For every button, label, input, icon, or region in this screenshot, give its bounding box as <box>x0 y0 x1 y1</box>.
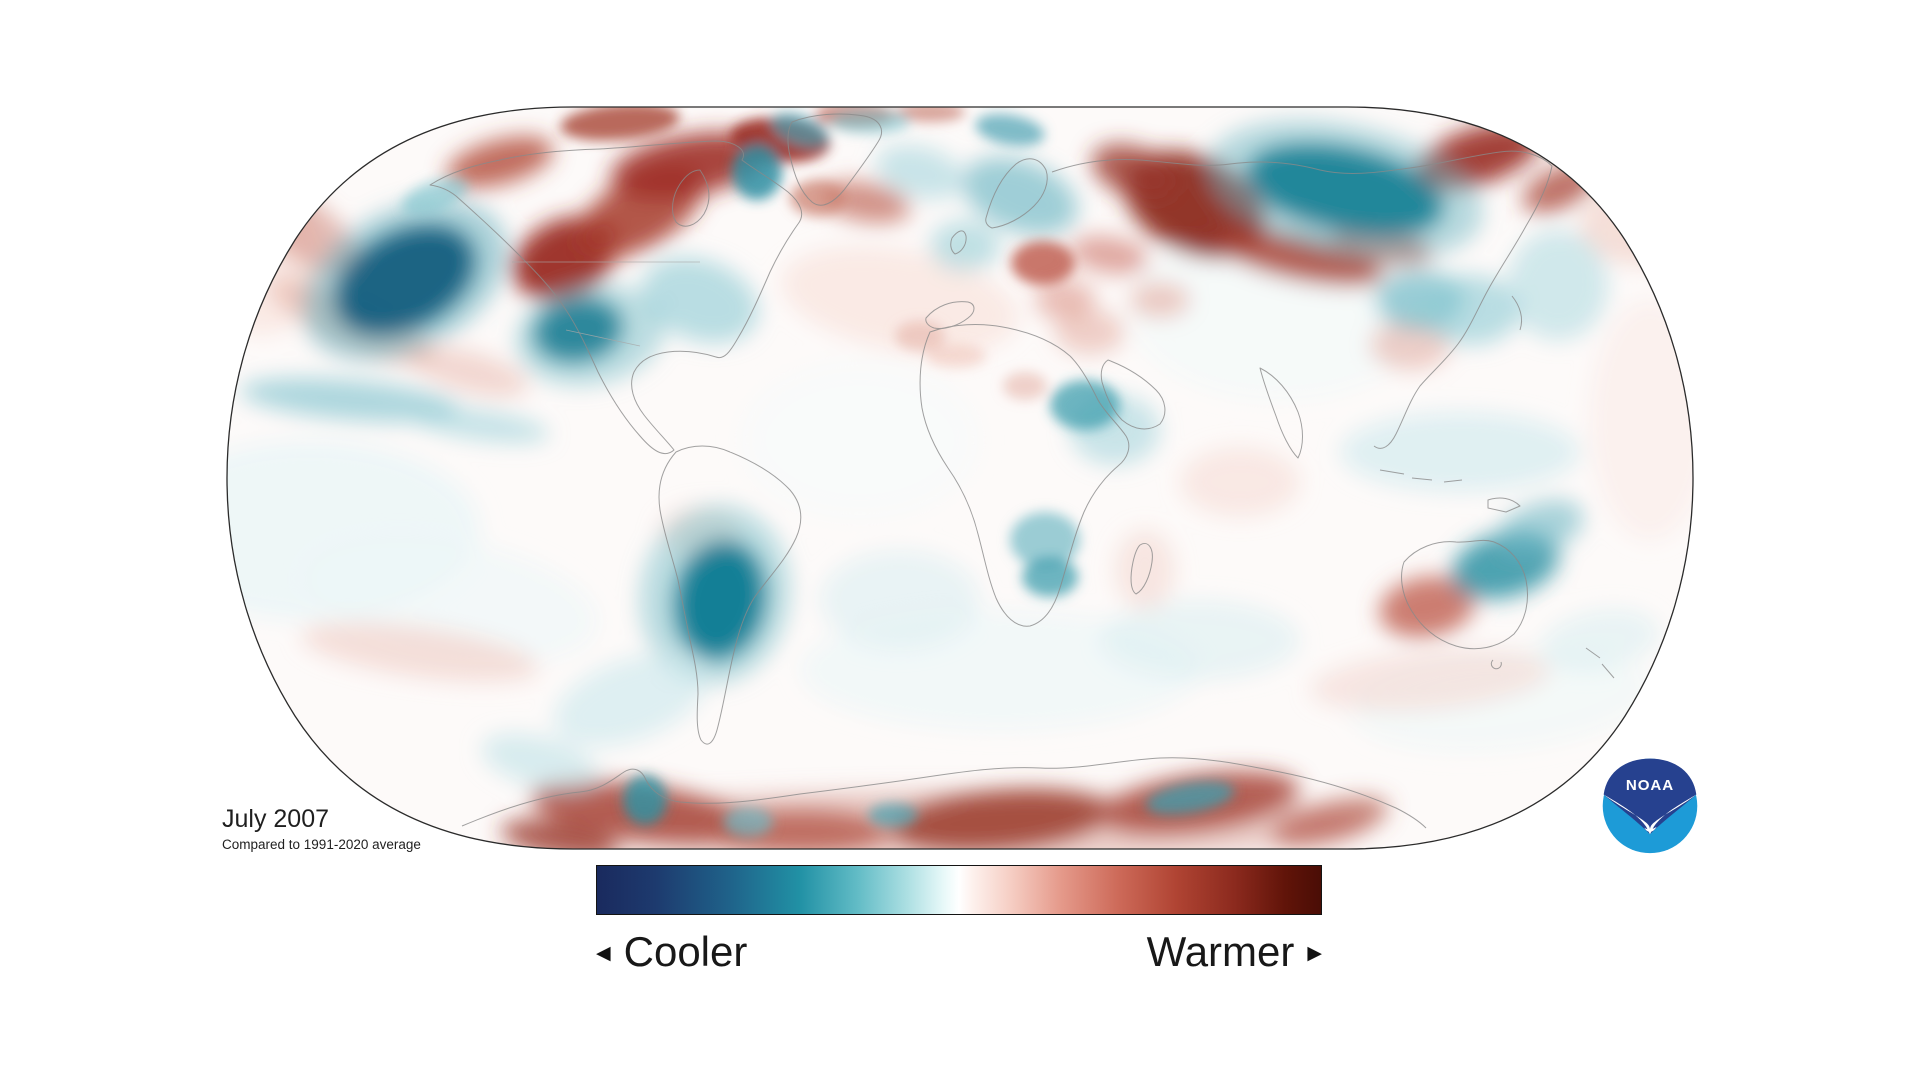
anomaly-kamchatka-sea-cool <box>1508 230 1608 340</box>
anomaly-madagascar-pink <box>1115 530 1175 610</box>
anomaly-south-atlantic-pale-cool <box>820 550 980 650</box>
anomaly-white-sea-warm <box>1091 143 1179 201</box>
anomaly-sudan-cool <box>1050 380 1120 430</box>
anomaly-arctic-cool-spot <box>771 112 829 148</box>
anomaly-southern-ocean-cool-patch <box>481 733 599 791</box>
coast-britain <box>950 230 967 255</box>
legend-row: ◀ Cooler Warmer ▶ <box>596 926 1322 978</box>
coast-iberia <box>925 301 975 329</box>
anomaly-angola-zambia-cool <box>1010 512 1080 568</box>
anomaly-argentina-paraguay-cool <box>674 540 766 660</box>
anomaly-egypt-pink-spot <box>1003 372 1047 400</box>
anomaly-south-indian-pale-cool <box>1100 600 1300 680</box>
coast-arabia <box>1100 359 1166 430</box>
left-arrow-icon: ◀ <box>596 942 611 964</box>
anomaly-ukraine-pink <box>1070 235 1150 275</box>
anomaly-baffin-bay-cool <box>732 144 782 200</box>
anomaly-antarctica-cool-streak <box>1145 781 1235 815</box>
anomaly-middle-east-pink <box>1055 310 1125 354</box>
coast-australia <box>1401 539 1528 650</box>
anomaly-central-indian-pink <box>1180 447 1300 517</box>
coast-scandinavia <box>985 158 1048 229</box>
colorbar-gradient <box>596 865 1322 915</box>
coast-japan <box>1511 295 1523 331</box>
anomaly-antarctica-cool-spot-2 <box>723 807 773 837</box>
coast-north-america <box>429 140 803 455</box>
anomaly-central-siberia-cool <box>1246 143 1444 237</box>
map-subtitle: Compared to 1991-2020 average <box>222 836 421 852</box>
coast-new-zealand-1 <box>1585 647 1601 659</box>
noaa-logo: NOAA <box>1602 758 1698 854</box>
anomaly-caspian-pink <box>1130 282 1190 318</box>
anomaly-coral-sea-cool <box>1496 499 1584 557</box>
right-arrow-icon: ▶ <box>1307 942 1322 964</box>
anomaly-north-pacific-cool <box>335 224 475 336</box>
anomaly-great-lakes-cool <box>641 257 759 343</box>
anomaly-north-sea-cool <box>930 221 1000 271</box>
anomaly-sahara-pink <box>926 344 986 368</box>
anomaly-antarctica-warm-6 <box>500 819 620 849</box>
anomaly-chile-south-pale-cool <box>553 653 707 747</box>
map-title: July 2007 <box>222 805 330 833</box>
anomaly-scandinavia-cool <box>962 157 1078 235</box>
coast-indonesia-2 <box>1411 477 1433 481</box>
coast-africa <box>919 324 1130 627</box>
anomaly-anatolia-pink <box>1035 280 1095 320</box>
anomaly-antarctica-warm-3 <box>890 788 1110 849</box>
map-outline <box>226 106 1694 850</box>
anomaly-sea-of-japan-cool <box>1420 275 1520 345</box>
anomaly-morocco-pink <box>895 321 945 351</box>
coast-hudson-bay <box>672 169 710 227</box>
warmer-legend: Warmer ▶ <box>1147 928 1322 976</box>
anomaly-alaska-south-cool <box>401 177 469 215</box>
anomaly-canadian-arctic-warm <box>611 132 769 198</box>
cooler-legend: ◀ Cooler <box>596 928 747 976</box>
anomaly-pacific-pink-tail <box>411 347 529 397</box>
anomaly-equatorial-pacific-streak-2 <box>410 407 550 443</box>
anomaly-antarctica-cool-spot-3 <box>868 803 918 827</box>
anomaly-new-zealand-pale-cool <box>1540 608 1660 672</box>
anomaly-svalbard-cool <box>975 114 1045 146</box>
coast-indonesia-3 <box>1443 479 1463 483</box>
anomaly-south-siberia-warm-streak <box>1216 230 1384 286</box>
coast-indonesia-1 <box>1379 469 1405 475</box>
coast-antarctica <box>461 757 1427 829</box>
anomaly-antarctica-warm-5 <box>1271 797 1389 847</box>
coast-new-guinea <box>1487 497 1521 513</box>
coastlines <box>429 113 1615 829</box>
anomaly-alaska-north-warm <box>446 136 554 188</box>
anomaly-equatorial-pacific-cool-streak <box>240 377 460 423</box>
border-us-mexico <box>565 329 641 347</box>
coast-madagascar <box>1130 543 1153 595</box>
anomaly-east-china-pink <box>1370 320 1450 370</box>
noaa-logo-sky <box>1603 758 1697 835</box>
noaa-logo-text: NOAA <box>1626 777 1674 794</box>
anomaly-arctic-cool-streak <box>830 110 910 134</box>
coast-south-america <box>658 445 802 745</box>
noaa-logo-seagull-tail <box>1644 826 1657 832</box>
warmer-label: Warmer <box>1146 928 1295 975</box>
anomaly-layer-fine <box>401 107 1235 837</box>
anomaly-arctic-warm-streak-3 <box>895 107 965 122</box>
anomaly-antarctic-peninsula-cool <box>623 775 667 825</box>
anomaly-indonesia-seas-pale-cool <box>1340 412 1580 492</box>
anomaly-botswana-cool <box>1022 557 1078 597</box>
anomaly-north-atlantic-pink-wash <box>781 246 1019 354</box>
anomaly-south-greenland-warm <box>790 180 846 216</box>
anomaly-south-pacific-pink-streak <box>301 622 539 682</box>
title-block: July 2007 Compared to 1991-2020 average <box>222 805 421 852</box>
coast-greenland <box>787 113 882 206</box>
anomaly-arctic-top-warm-streak <box>560 107 680 141</box>
coast-india <box>1259 367 1303 459</box>
anomaly-equatorial-atlantic-pale <box>740 360 980 520</box>
coast-asia-north <box>1051 150 1553 449</box>
anomaly-balkans-warm <box>1011 241 1075 285</box>
cooler-label: Cooler <box>623 928 748 975</box>
anomaly-greenland-interior-cool <box>876 145 964 199</box>
anomaly-indian-ocean-pink-streak <box>1310 648 1550 712</box>
coast-tasmania <box>1490 659 1502 670</box>
coast-new-zealand-2 <box>1601 663 1615 679</box>
